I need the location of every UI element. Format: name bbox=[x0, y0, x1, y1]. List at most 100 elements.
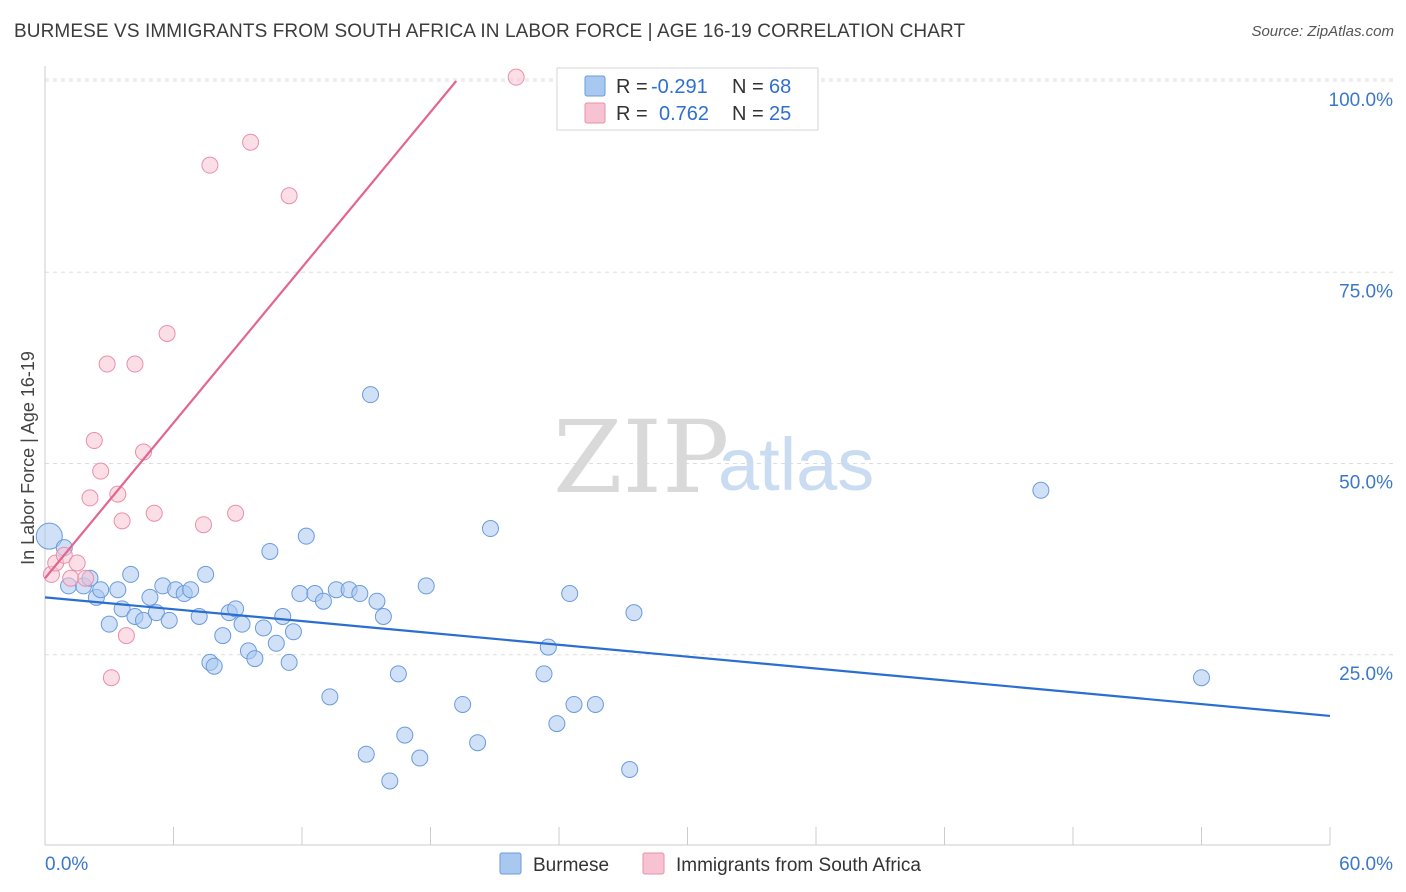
point-burmese bbox=[396, 726, 414, 744]
axes bbox=[44, 66, 1331, 846]
point-burmese bbox=[357, 745, 375, 763]
point-burmese bbox=[122, 565, 140, 583]
point-south-africa bbox=[242, 133, 260, 151]
point-south-africa bbox=[113, 512, 131, 530]
bottom-legend-label-south-africa: Immigrants from South Africa bbox=[676, 855, 921, 876]
series-legend: Burmese Immigrants from South Africa bbox=[499, 852, 921, 876]
tick-labels: 25.0% 50.0% 75.0% 100.0% 0.0% 60.0% bbox=[45, 90, 1393, 875]
watermark: ZIP atlas bbox=[553, 399, 874, 516]
point-burmese bbox=[297, 527, 315, 545]
point-burmese bbox=[141, 588, 159, 606]
y-tick-label: 100.0% bbox=[1329, 90, 1394, 111]
point-burmese bbox=[314, 592, 332, 610]
watermark-atlas: atlas bbox=[718, 423, 874, 506]
point-burmese bbox=[1032, 481, 1050, 499]
point-south-africa bbox=[117, 627, 135, 645]
trend-line-burmese bbox=[44, 596, 1331, 718]
legend-swatch-burmese bbox=[584, 75, 606, 97]
point-burmese bbox=[100, 615, 118, 633]
point-south-africa bbox=[62, 569, 80, 587]
point-south-africa bbox=[77, 569, 95, 587]
point-south-africa bbox=[227, 504, 245, 522]
point-burmese bbox=[362, 386, 380, 404]
point-burmese bbox=[374, 608, 392, 625]
point-burmese bbox=[1193, 669, 1210, 687]
point-south-africa bbox=[194, 516, 212, 534]
point-burmese bbox=[284, 623, 302, 641]
point-burmese bbox=[291, 585, 309, 603]
point-burmese bbox=[254, 619, 272, 637]
bottom-legend-swatch-burmese bbox=[499, 852, 522, 875]
point-burmese bbox=[417, 577, 435, 595]
point-burmese bbox=[274, 608, 292, 625]
point-burmese bbox=[481, 520, 499, 538]
point-south-africa bbox=[145, 504, 163, 522]
y-tick-label: 50.0% bbox=[1339, 473, 1393, 494]
chart-source: Source: ZipAtlas.com bbox=[1251, 23, 1394, 40]
point-south-africa bbox=[68, 554, 86, 572]
point-burmese bbox=[261, 542, 279, 560]
legend-n-label-south-africa: N = bbox=[732, 103, 764, 125]
point-burmese bbox=[621, 761, 639, 778]
point-burmese bbox=[35, 522, 63, 550]
point-burmese bbox=[197, 565, 215, 583]
point-burmese bbox=[205, 657, 223, 675]
trend-lines bbox=[44, 80, 1331, 718]
legend-r-label-south-africa: R = bbox=[616, 103, 648, 125]
point-south-africa bbox=[102, 669, 120, 687]
y-axis-label: In Labor Force | Age 16-19 bbox=[18, 351, 38, 565]
point-burmese bbox=[565, 695, 583, 713]
point-south-africa bbox=[126, 355, 144, 373]
bottom-legend-swatch-south-africa bbox=[642, 852, 665, 875]
y-tick-label: 75.0% bbox=[1339, 281, 1393, 302]
legend-r-value-burmese: -0.291 bbox=[651, 76, 708, 98]
point-burmese bbox=[411, 749, 429, 767]
point-burmese bbox=[561, 585, 579, 603]
legend-n-value-south-africa: 25 bbox=[769, 103, 791, 125]
point-burmese bbox=[381, 772, 399, 790]
point-burmese bbox=[535, 665, 553, 683]
point-burmese bbox=[267, 634, 285, 652]
point-burmese bbox=[454, 695, 472, 713]
legend-swatch-south-africa bbox=[584, 102, 606, 124]
point-south-africa bbox=[280, 187, 298, 205]
data-points bbox=[35, 68, 1210, 790]
point-burmese bbox=[246, 650, 264, 668]
point-burmese bbox=[92, 581, 110, 599]
point-south-africa bbox=[98, 355, 116, 373]
legend-r-label-burmese: R = bbox=[616, 76, 648, 98]
bottom-legend-label-burmese: Burmese bbox=[533, 855, 609, 876]
point-south-africa bbox=[201, 156, 219, 174]
point-south-africa bbox=[92, 462, 110, 480]
point-burmese bbox=[160, 611, 178, 629]
x-tick-label: 0.0% bbox=[45, 854, 88, 875]
point-burmese bbox=[135, 611, 153, 629]
point-burmese bbox=[539, 638, 557, 656]
point-burmese bbox=[469, 734, 487, 752]
point-burmese bbox=[368, 592, 386, 610]
correlation-legend: R = -0.291 N = 68 R = 0.762 N = 25 bbox=[556, 67, 819, 131]
point-burmese bbox=[214, 627, 232, 645]
watermark-zip: ZIP bbox=[553, 399, 729, 516]
legend-n-label-burmese: N = bbox=[732, 76, 764, 98]
point-burmese bbox=[109, 581, 127, 599]
point-south-africa bbox=[81, 489, 99, 507]
point-south-africa bbox=[85, 432, 103, 450]
legend-r-value-south-africa: 0.762 bbox=[659, 103, 709, 125]
point-burmese bbox=[321, 688, 339, 706]
point-burmese bbox=[625, 604, 643, 622]
point-burmese bbox=[280, 653, 298, 671]
trend-line-south-africa bbox=[44, 80, 458, 579]
point-burmese bbox=[389, 665, 407, 683]
point-burmese bbox=[227, 600, 245, 618]
grid-lines bbox=[45, 78, 1395, 656]
x-tick-label: 60.0% bbox=[1339, 854, 1393, 875]
legend-n-value-burmese: 68 bbox=[769, 76, 791, 98]
point-burmese bbox=[233, 615, 251, 633]
point-south-africa bbox=[109, 485, 127, 503]
chart-title: BURMESE VS IMMIGRANTS FROM SOUTH AFRICA … bbox=[14, 21, 966, 42]
y-tick-label: 25.0% bbox=[1339, 664, 1393, 685]
point-burmese bbox=[182, 581, 200, 599]
point-burmese bbox=[548, 715, 566, 733]
